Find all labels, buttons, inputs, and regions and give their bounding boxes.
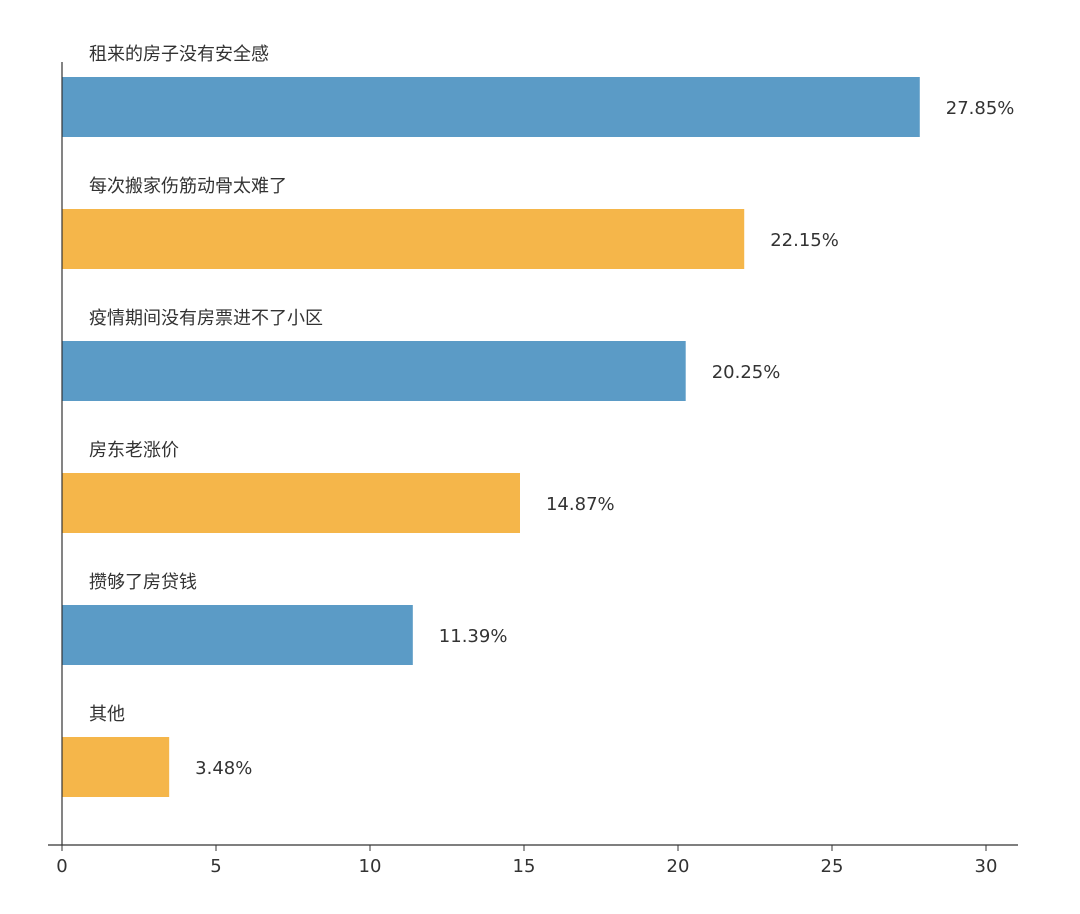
labels-layer: 租来的房子没有安全感 27.85% 每次搬家伤筋动骨太难了 22.15% 疫情期间没有房…	[89, 44, 1014, 779]
category-label-5: 攒够了房贷钱	[89, 572, 197, 593]
bar-2	[62, 209, 745, 269]
x-tick-label-10: 10	[359, 856, 382, 877]
value-label-2: 22.15%	[770, 230, 839, 251]
category-label-4: 房东老涨价	[89, 440, 179, 461]
x-tick-label-30: 30	[975, 856, 998, 877]
bar-3	[62, 341, 686, 401]
x-tick-label-25: 25	[821, 856, 844, 877]
x-tick-label-0: 0	[56, 856, 67, 877]
value-label-4: 14.87%	[546, 494, 615, 515]
bar-1	[62, 77, 920, 137]
x-tick-label-15: 15	[513, 856, 536, 877]
x-tick-label-5: 5	[210, 856, 221, 877]
value-label-1: 27.85%	[946, 98, 1015, 119]
category-label-2: 每次搬家伤筋动骨太难了	[89, 176, 287, 197]
x-ticks-layer: 0 5 10 15 20 25 30	[56, 845, 997, 877]
bar-4	[62, 473, 520, 533]
value-label-6: 3.48%	[195, 758, 252, 779]
category-label-1: 租来的房子没有安全感	[89, 44, 269, 65]
bar-5	[62, 605, 413, 665]
x-tick-label-20: 20	[667, 856, 690, 877]
category-label-6: 其他	[89, 704, 125, 725]
category-label-3: 疫情期间没有房票进不了小区	[89, 308, 323, 329]
bar-6	[62, 737, 170, 797]
value-label-3: 20.25%	[712, 362, 781, 383]
bars-layer	[62, 77, 920, 797]
value-label-5: 11.39%	[439, 626, 508, 647]
